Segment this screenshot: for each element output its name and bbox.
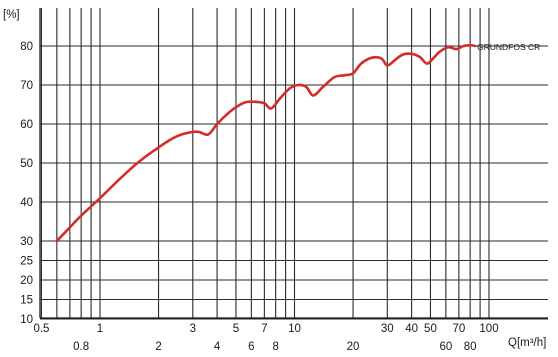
y-tick-label: 80	[20, 41, 33, 53]
x-tick-label: 30	[381, 323, 394, 335]
x-tick-label: 0.5	[33, 323, 49, 335]
y-tick-label: 70	[20, 80, 33, 92]
y-tick-label: 25	[20, 256, 33, 268]
x-tick-label: 8	[272, 341, 278, 353]
x-axis-label: Q[m³/h]	[508, 337, 546, 349]
x-tick-label: 3	[190, 323, 196, 335]
y-axis-label: [%]	[3, 9, 20, 21]
x-tick-label: 7	[261, 323, 267, 335]
y-tick-label: 40	[20, 197, 33, 209]
x-tick-label: 20	[347, 341, 360, 353]
y-tick-label: 30	[20, 236, 33, 248]
annotation-label: GRUNDFOS CR	[477, 42, 540, 52]
x-tick-label: 0.8	[73, 341, 89, 353]
x-tick-label: 4	[214, 341, 221, 353]
x-tick-label: 5	[233, 323, 239, 335]
x-tick-labels: 0.5 1 3 5 7 10 30 40 50 70 100 0.8 2 4 6 8 20 60 80	[33, 323, 498, 353]
x-tick-label: 70	[452, 323, 465, 335]
y-tick-label: 10	[20, 314, 33, 326]
x-tick-label: 50	[424, 323, 437, 335]
grid-lines	[39, 8, 548, 320]
y-tick-labels: 10 15 20 25 30 40 50 60 70 80	[20, 41, 33, 326]
x-tick-label: 80	[464, 341, 477, 353]
x-tick-label: 6	[248, 341, 254, 353]
x-tick-label: 60	[439, 341, 452, 353]
x-tick-label: 10	[288, 323, 301, 335]
y-tick-label: 50	[20, 158, 33, 170]
x-tick-label: 1	[97, 323, 103, 335]
y-tick-label: 20	[20, 275, 33, 287]
series-efficiency-curve	[55, 43, 477, 243]
x-tick-label: 100	[479, 323, 498, 335]
y-tick-label: 60	[20, 119, 33, 131]
x-tick-label: 40	[405, 323, 418, 335]
x-tick-label: 2	[155, 341, 161, 353]
y-tick-label: 15	[20, 295, 33, 307]
